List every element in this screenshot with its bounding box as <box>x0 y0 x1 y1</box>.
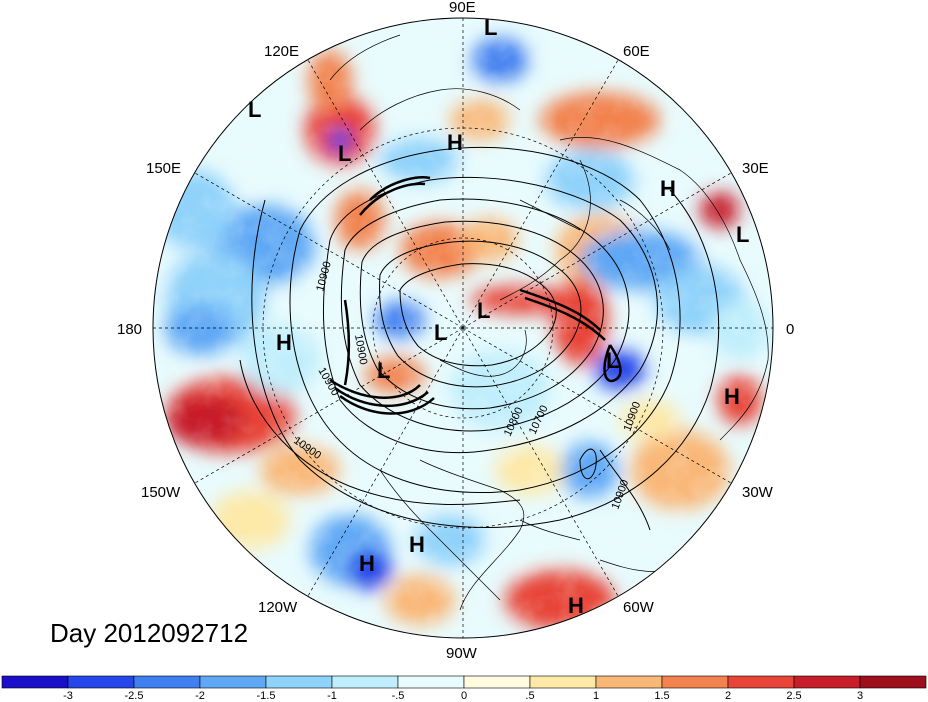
low-center: L <box>377 358 390 383</box>
high-center: H <box>276 330 292 355</box>
contour-label: 10900 <box>352 333 369 365</box>
colorbar-swatch <box>133 675 201 689</box>
colorbar-tick-label: -1.5 <box>257 690 276 702</box>
low-center: L <box>477 298 490 323</box>
colorbar-swatch <box>463 675 531 689</box>
colorbar-tick-label: 2 <box>725 690 731 702</box>
colorbar-tick-label: 1 <box>593 690 599 702</box>
high-center: H <box>447 130 463 155</box>
low-center: L <box>606 348 619 373</box>
colorbar-tick-label: -2.5 <box>125 690 144 702</box>
colorbar-swatch <box>199 675 267 689</box>
low-center: L <box>484 15 497 40</box>
colorbar-tick-label: 2.5 <box>786 690 801 702</box>
lon-label-30w: 30W <box>742 484 774 501</box>
pressure-centers: L L L L L L L L H H H H H H H <box>248 15 749 618</box>
colorbar-tick-label: 0 <box>461 690 467 702</box>
lon-label-60e: 60E <box>623 43 650 60</box>
colorbar-swatch <box>793 675 861 689</box>
colorbar-swatch <box>529 675 597 689</box>
colorbar-ticks: -3 -2.5 -2 -1.5 -1 -.5 0 .5 1 1.5 2 2.5 3 <box>63 690 863 702</box>
low-center: L <box>248 97 261 122</box>
colorbar-tick-label: .5 <box>525 690 534 702</box>
lon-label-0: 0 <box>786 321 794 338</box>
colorbar-swatch <box>1 675 69 689</box>
high-center: H <box>568 593 584 618</box>
colorbar-tick-label: 1.5 <box>654 690 669 702</box>
lon-label-180: 180 <box>117 321 142 338</box>
lon-label-90e: 90E <box>449 0 476 16</box>
low-center: L <box>736 222 749 247</box>
colorbar-swatch <box>67 675 135 689</box>
colorbar-swatch <box>661 675 729 689</box>
high-center: H <box>660 176 676 201</box>
lon-label-150w: 150W <box>141 484 181 501</box>
height-contours <box>239 147 720 531</box>
colorbar-swatch <box>397 675 465 689</box>
low-center: L <box>434 320 447 345</box>
colorbar-swatch <box>331 675 399 689</box>
colorbar-swatch <box>727 675 795 689</box>
colorbar-tick-label: -1 <box>327 690 337 702</box>
map-border <box>152 17 774 639</box>
colorbar-tick-label: -2 <box>195 690 205 702</box>
date-title: Day 2012092712 <box>50 618 249 648</box>
longitude-labels: 90E 120E 60E 150E 30E 180 0 150W 30W 120… <box>117 0 794 662</box>
anomaly-field <box>153 18 773 638</box>
lon-label-30e: 30E <box>742 160 769 177</box>
low-center: L <box>338 141 351 166</box>
lon-label-90w: 90W <box>446 645 478 662</box>
colorbar-swatch <box>859 675 927 689</box>
lon-label-60w: 60W <box>623 599 655 616</box>
colorbar <box>1 675 927 689</box>
colorbar-tick-label: -.5 <box>392 690 405 702</box>
high-center: H <box>409 532 425 557</box>
colorbar-tick-label: 3 <box>857 690 863 702</box>
coastlines <box>329 34 769 611</box>
colorbar-tick-label: -3 <box>63 690 73 702</box>
colorbar-swatch <box>265 675 333 689</box>
lon-label-150e: 150E <box>146 160 181 177</box>
high-center: H <box>359 551 375 576</box>
colorbar-swatch <box>595 675 663 689</box>
lon-label-120w: 120W <box>258 599 298 616</box>
lon-label-120e: 120E <box>264 43 299 60</box>
high-center: H <box>724 384 740 409</box>
graticule <box>153 18 773 638</box>
